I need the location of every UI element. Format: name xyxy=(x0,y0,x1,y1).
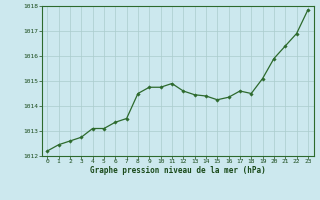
X-axis label: Graphe pression niveau de la mer (hPa): Graphe pression niveau de la mer (hPa) xyxy=(90,166,266,175)
